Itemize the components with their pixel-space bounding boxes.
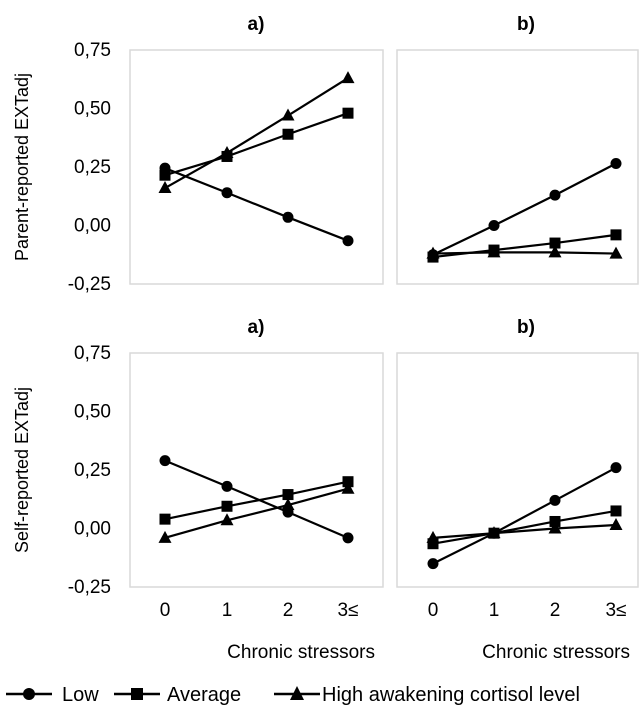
point-average [221,500,233,512]
panel-2: b) [396,14,639,285]
point-high [548,521,562,534]
point-low [159,455,171,467]
point-high [426,530,440,543]
plot-frame [396,352,639,588]
y-tick-label: 0,00 [74,216,111,237]
legend-marker-average [131,688,143,700]
point-average [342,476,354,488]
y-tick-label: 0,50 [74,99,111,120]
point-low [610,462,622,474]
point-low [549,189,561,201]
x-tick-label: 0 [160,600,171,621]
point-high [281,108,295,121]
x-tick-label: 3≤ [338,600,359,621]
point-low [610,157,622,169]
x-tick-label: 3≤ [606,600,627,621]
y-tick-label: 0,00 [74,519,111,540]
series-line-average [164,112,349,177]
series-line-low [432,162,617,256]
point-high [487,245,501,258]
x-tick-label: 1 [222,600,233,621]
point-low [342,532,354,544]
y-axis-label: Self-reported EXTadj [12,387,32,553]
plot-frame [129,49,384,285]
x-tick-label: 2 [283,600,294,621]
y-tick-label: 0,50 [74,402,111,423]
point-low [342,235,354,247]
legend: Low Average High awakening cortisol leve… [6,684,580,706]
y-tick-label: 0,25 [74,460,111,481]
series-line-low [164,459,349,539]
x-axis-label: Chronic stressors [482,642,630,663]
panel-4: b) 0 1 2 3≤ Chronic stressors [396,317,639,663]
series-line-low [164,167,349,242]
point-high [158,530,172,543]
point-high [609,517,623,530]
legend-item-average: Average [114,684,241,706]
point-average [159,513,171,525]
legend-item-low: Low [6,684,99,706]
series-line-high [432,523,617,539]
y-tick-label: 0,25 [74,157,111,178]
panel-1: a) 0,75 0,50 0,25 0,00 -0,25 Parent-reported E… [12,14,384,295]
point-high [487,526,501,539]
series-line-high [164,77,349,190]
series-line-average [432,509,617,545]
panel-3: a) 0,75 0,50 0,25 0,00 -0,25 Self-reported EXT… [12,317,384,663]
legend-item-high: High awakening cortisol level [274,684,580,706]
point-high [281,498,295,511]
y-axis-label: Parent-reported EXTadj [12,73,32,261]
y-tick-label: -0,25 [68,577,111,598]
legend-label-low: Low [62,684,99,706]
legend-label-high: High awakening cortisol level [322,684,580,706]
x-tick-label: 1 [489,600,500,621]
point-low [282,211,294,223]
point-high [609,246,623,259]
point-high [548,245,562,258]
point-average [282,128,294,140]
point-high [220,513,234,526]
point-average [549,515,561,527]
series-line-high [164,487,349,539]
panel-title: a) [248,14,265,35]
point-high [220,145,234,158]
point-high [158,181,172,194]
y-tick-label: 0,75 [74,343,111,364]
point-average [549,237,561,249]
plots-area: a) 0,75 0,50 0,25 0,00 -0,25 Parent-reported E… [12,14,639,663]
legend-marker-high [290,686,304,700]
point-low [427,558,439,570]
legend-label-average: Average [167,684,241,706]
point-average [282,489,294,501]
point-average [610,229,622,241]
panel-title: b) [517,14,535,35]
x-tick-label: 2 [550,600,561,621]
panel-title: a) [248,317,265,338]
point-high [341,481,355,494]
series-line-average [164,480,349,521]
y-tick-label: 0,75 [74,40,111,61]
point-high [426,246,440,259]
x-tick-label: 0 [428,600,439,621]
point-average [427,538,439,550]
y-tick-label: -0,25 [68,274,111,295]
point-low [488,220,500,231]
point-low [221,480,233,492]
series-line-low [432,466,617,565]
series-line-high [432,251,617,255]
x-axis-label: Chronic stressors [227,642,375,663]
legend-marker-low [23,688,35,700]
point-average [159,169,171,181]
plot-frame [396,49,639,285]
panel-title: b) [517,317,535,338]
point-average [610,505,622,517]
point-high [341,71,355,84]
point-low [549,494,561,506]
point-low [221,187,233,199]
point-average [342,107,354,119]
plot-frame [129,352,384,588]
